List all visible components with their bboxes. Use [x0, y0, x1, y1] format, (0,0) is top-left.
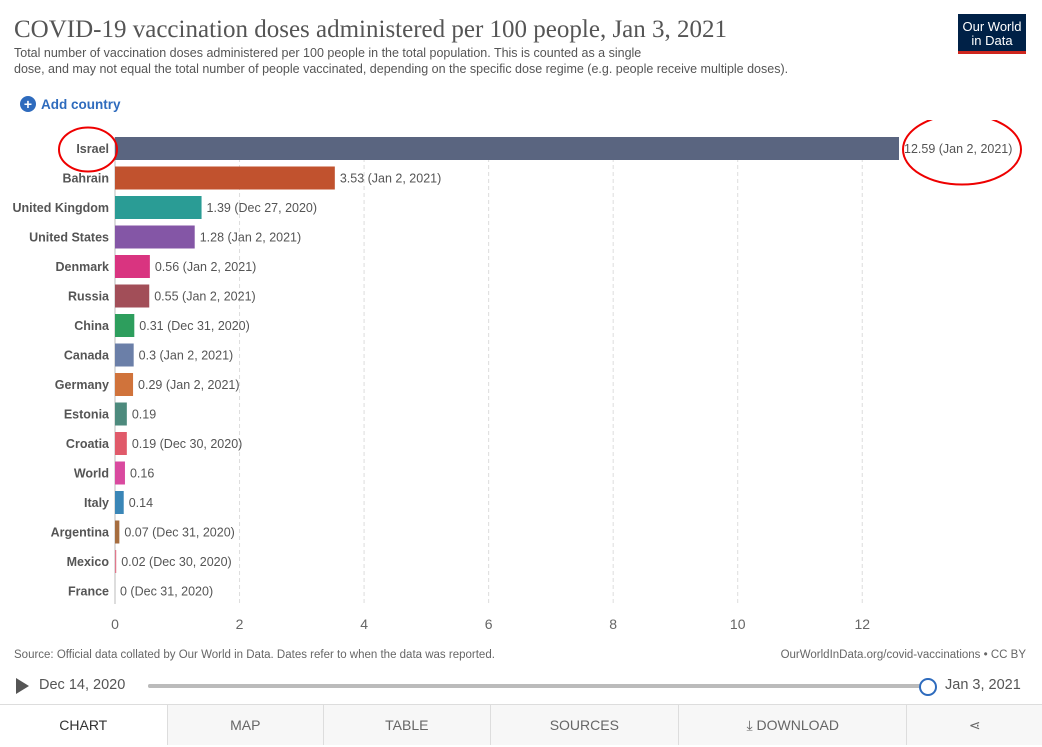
- value-label: 1.28 (Jan 2, 2021): [200, 231, 301, 245]
- timeline-fill: [148, 684, 928, 688]
- bar: [115, 402, 127, 426]
- x-tick-label: 8: [609, 616, 617, 632]
- owid-logo[interactable]: Our World in Data: [958, 14, 1026, 54]
- chart-title: COVID-19 vaccination doses administered …: [14, 16, 728, 43]
- value-label: 0.29 (Jan 2, 2021): [138, 378, 239, 392]
- plus-circle-icon: +: [20, 96, 36, 112]
- category-label: World: [74, 467, 109, 481]
- timeline-handle[interactable]: [919, 678, 937, 696]
- value-label: 0.56 (Jan 2, 2021): [155, 260, 256, 274]
- value-label: 3.53 (Jan 2, 2021): [340, 172, 441, 186]
- category-label: Croatia: [66, 437, 110, 451]
- bar: [115, 432, 127, 455]
- category-label: France: [68, 585, 109, 599]
- category-label: Canada: [64, 349, 110, 363]
- add-country-button[interactable]: + Add country: [20, 96, 121, 112]
- category-label: Italy: [84, 496, 109, 510]
- source-link[interactable]: OurWorldInData.org/covid-vaccinations • …: [780, 649, 1026, 661]
- bar: [115, 314, 135, 337]
- bar: [115, 284, 150, 308]
- tab-table[interactable]: TABLE: [324, 705, 491, 745]
- chart-subtitle: Total number of vaccination doses admini…: [14, 45, 894, 77]
- bar: [115, 373, 134, 396]
- value-label: 12.59 (Jan 2, 2021): [904, 142, 1012, 156]
- logo-line-1: Our World: [962, 19, 1022, 34]
- bar: [115, 520, 120, 544]
- value-label: 0.3 (Jan 2, 2021): [139, 349, 234, 363]
- bar: [115, 461, 125, 485]
- timeline-start-date: Dec 14, 2020: [39, 677, 126, 693]
- category-label: Israel: [76, 142, 109, 156]
- subtitle-line-2: dose, and may not equal the total number…: [14, 62, 789, 76]
- source-note: Source: Official data collated by Our Wo…: [14, 649, 495, 661]
- x-tick-label: 6: [485, 616, 493, 632]
- category-label: Bahrain: [62, 172, 109, 186]
- tab-map[interactable]: MAP: [167, 705, 325, 745]
- bar: [115, 196, 202, 219]
- value-label: 0 (Dec 31, 2020): [120, 585, 213, 599]
- category-label: Argentina: [51, 526, 110, 540]
- bar: [115, 255, 150, 278]
- timeline: Dec 14, 2020 Jan 3, 2021: [0, 674, 1042, 698]
- category-label: Russia: [68, 290, 110, 304]
- category-label: Mexico: [67, 555, 110, 569]
- tab-bar: CHART MAP TABLE SOURCES ⤓ DOWNLOAD ⋖: [0, 704, 1042, 747]
- category-label: Estonia: [64, 408, 110, 422]
- value-label: 1.39 (Dec 27, 2020): [207, 201, 318, 215]
- x-tick-label: 0: [111, 616, 119, 632]
- category-label: United States: [29, 231, 109, 245]
- category-label: United Kingdom: [12, 201, 109, 215]
- value-label: 0.14: [129, 496, 153, 510]
- value-label: 0.55 (Jan 2, 2021): [154, 290, 255, 304]
- x-tick-label: 4: [360, 616, 368, 632]
- bar: [115, 550, 117, 573]
- bar: [115, 491, 124, 514]
- bar: [115, 225, 195, 249]
- value-label: 0.19 (Dec 30, 2020): [132, 437, 243, 451]
- x-tick-label: 12: [854, 616, 870, 632]
- bar: [115, 343, 134, 367]
- category-label: China: [74, 319, 110, 333]
- bar-chart: 0 2 4 6 8 10 12 Israel 12.59 (Jan 2, 2021) Bahrai…: [12, 120, 1022, 632]
- timeline-end-date: Jan 3, 2021: [945, 677, 1021, 693]
- x-tick-label: 10: [730, 616, 746, 632]
- share-icon[interactable]: ⋖: [907, 705, 1042, 745]
- timeline-track[interactable]: [148, 684, 928, 688]
- value-label: 0.07 (Dec 31, 2020): [124, 526, 234, 540]
- value-label: 0.02 (Dec 30, 2020): [121, 555, 231, 569]
- value-label: 0.16: [130, 467, 154, 481]
- tab-sources[interactable]: SOURCES: [490, 705, 680, 745]
- tab-chart[interactable]: CHART: [0, 705, 168, 745]
- x-tick-label: 2: [236, 616, 244, 632]
- annotation-circle-value: [902, 120, 1022, 186]
- category-label: Denmark: [56, 260, 110, 274]
- add-country-label: Add country: [41, 96, 121, 112]
- category-label: Germany: [55, 378, 109, 392]
- logo-line-2: in Data: [971, 33, 1013, 48]
- subtitle-line-1: Total number of vaccination doses admini…: [14, 46, 642, 60]
- bar: [115, 137, 899, 160]
- bar: [115, 166, 335, 190]
- value-label: 0.31 (Dec 31, 2020): [139, 319, 250, 333]
- tab-download[interactable]: ⤓ DOWNLOAD: [679, 705, 908, 745]
- annotation-circle-label: [58, 126, 118, 173]
- play-icon[interactable]: [16, 678, 29, 694]
- value-label: 0.19: [132, 408, 156, 422]
